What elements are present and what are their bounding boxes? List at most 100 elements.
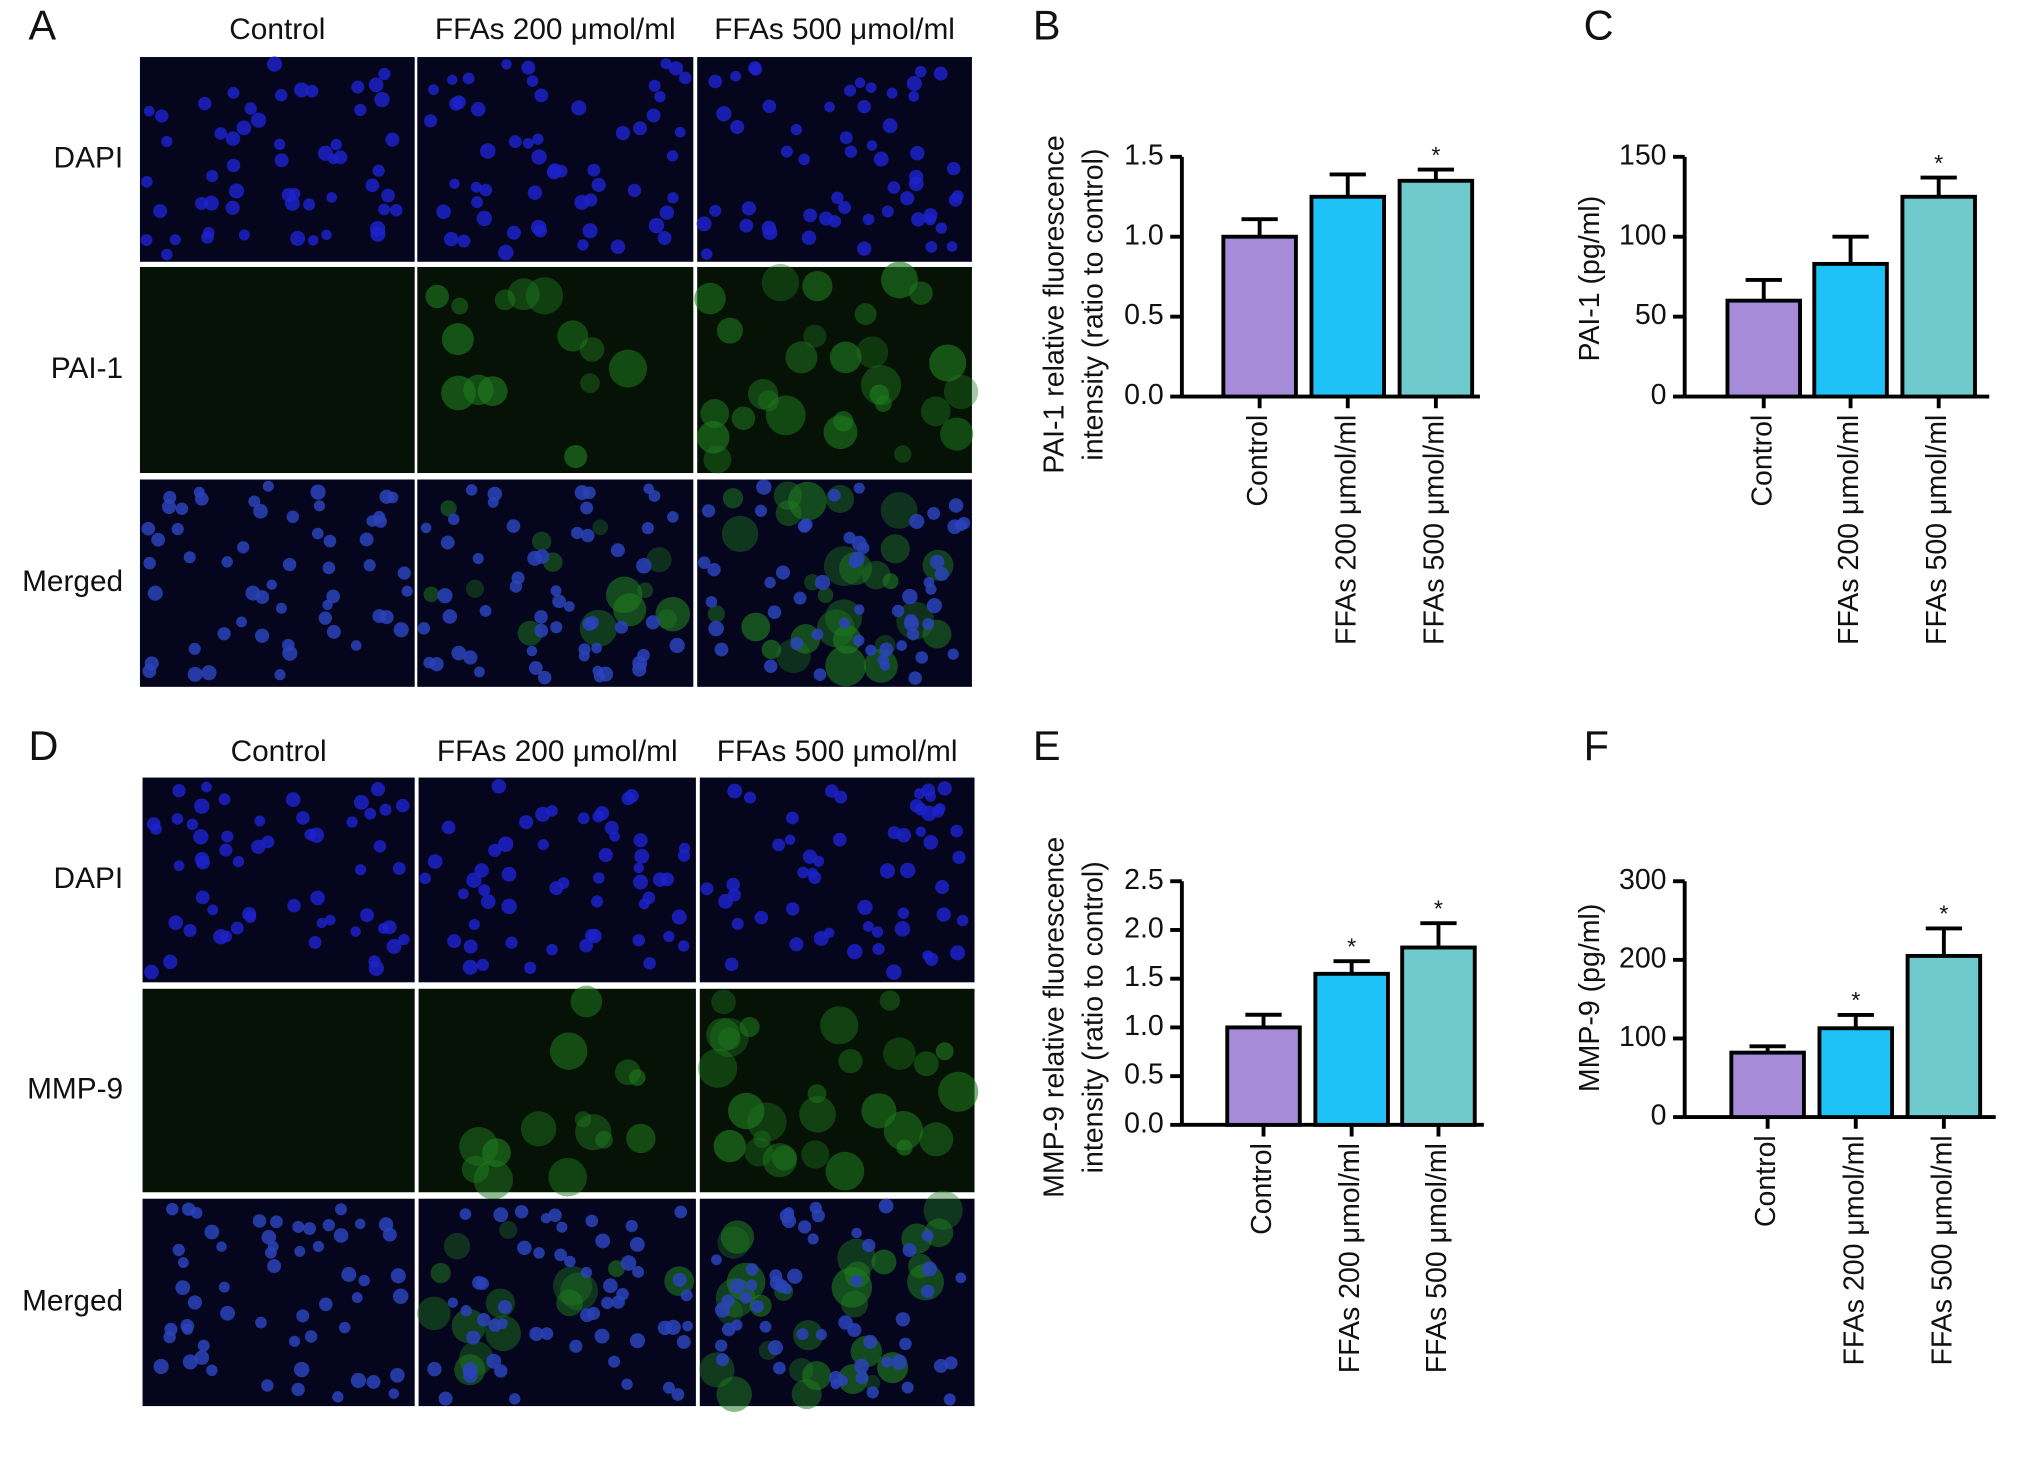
nucleus — [844, 145, 858, 158]
column-header: FFAs 500 μmol/ml — [714, 13, 955, 46]
bar — [1812, 261, 1889, 399]
nucleus — [378, 67, 391, 81]
nucleus — [866, 140, 878, 151]
cell-stain — [861, 1093, 897, 1129]
nucleus — [334, 1203, 348, 1216]
cell-stain — [856, 336, 889, 369]
cell-stain — [709, 1017, 749, 1057]
nucleus — [447, 1297, 459, 1308]
x-tick-label: FFAs 200 μmol/ml — [1833, 415, 1865, 645]
micrograph-bg — [697, 57, 972, 262]
nucleus — [390, 1268, 406, 1284]
nucleus — [207, 904, 219, 916]
nucleus — [183, 923, 197, 938]
y-axis-label: MMP-9 relative fluorescence — [1039, 837, 1071, 1198]
nucleus — [171, 813, 184, 825]
cell-stain — [773, 481, 803, 510]
cell-stain — [829, 341, 862, 374]
nucleus — [393, 622, 409, 638]
nucleus — [825, 784, 839, 798]
nucleus — [926, 598, 943, 614]
y-tick-label: 150 — [1619, 139, 1667, 171]
nucleus — [641, 522, 655, 535]
bar — [1397, 178, 1475, 399]
cell-stain — [440, 500, 457, 517]
nucleus — [663, 930, 675, 943]
micrograph — [697, 479, 972, 687]
y-axis-label: MMP-9 (pg/ml) — [1574, 904, 1606, 1092]
nucleus — [625, 1219, 638, 1233]
nucleus — [198, 96, 212, 111]
nucleus — [227, 86, 240, 99]
cell-stain — [799, 1096, 836, 1133]
cell-stain — [608, 1260, 625, 1278]
nucleus — [535, 806, 551, 822]
nucleus — [397, 566, 411, 580]
cell-stain — [801, 1140, 830, 1169]
x-tick-label: FFAs 200 μmol/ml — [1334, 1143, 1366, 1373]
micrograph — [418, 777, 696, 983]
nucleus — [666, 150, 679, 162]
nucleus — [183, 551, 196, 564]
nucleus — [201, 781, 212, 793]
nucleus — [248, 495, 261, 508]
nucleus — [948, 498, 964, 513]
cell-stain — [720, 1220, 755, 1254]
significance-mark: * — [1347, 933, 1356, 959]
nucleus — [701, 504, 716, 518]
nucleus — [744, 791, 757, 804]
nucleus — [372, 164, 385, 177]
bar — [1400, 945, 1477, 1127]
nucleus — [674, 126, 686, 138]
nucleus — [236, 616, 247, 628]
nucleus — [854, 1358, 870, 1374]
nucleus — [501, 898, 517, 915]
nucleus — [326, 624, 341, 639]
nucleus — [524, 961, 537, 975]
nucleus — [479, 604, 492, 617]
x-tick-label: Control — [1750, 1135, 1782, 1227]
nucleus — [228, 183, 245, 199]
nucleus — [366, 1374, 381, 1389]
nucleus — [580, 528, 595, 543]
nucleus — [593, 872, 605, 884]
cell-stain — [626, 1123, 656, 1154]
nucleus — [784, 834, 796, 845]
nucleus — [595, 806, 610, 821]
nucleus — [312, 1240, 325, 1252]
cell-stain — [825, 1151, 865, 1191]
nucleus — [206, 169, 219, 183]
cell-stain — [570, 985, 603, 1018]
cell-stain — [881, 261, 918, 299]
nucleus — [197, 1339, 210, 1352]
nucleus — [615, 125, 631, 141]
nucleus — [672, 1272, 687, 1287]
nucleus — [909, 798, 924, 813]
nucleus — [438, 1391, 453, 1406]
nucleus — [162, 499, 177, 515]
nucleus — [696, 216, 712, 232]
nucleus — [950, 945, 966, 961]
nucleus — [552, 594, 566, 609]
row-label: Merged — [22, 1284, 123, 1317]
cell-stain — [549, 1032, 588, 1070]
micrograph-bg — [139, 266, 415, 474]
nucleus — [175, 1280, 191, 1296]
nucleus — [143, 105, 155, 117]
nucleus — [318, 611, 332, 625]
nucleus — [947, 648, 959, 660]
cell-stain — [807, 1084, 827, 1104]
panel-letter: D — [29, 722, 59, 769]
row-label: DAPI — [54, 862, 124, 895]
nucleus — [522, 138, 534, 149]
nucleus — [323, 534, 337, 548]
y-tick-label: 2.5 — [1124, 864, 1164, 896]
nucleus — [202, 226, 215, 239]
cell-stain — [820, 1006, 859, 1045]
nucleus — [172, 1243, 185, 1257]
nucleus — [322, 599, 333, 611]
panel-letter: B — [1033, 1, 1061, 48]
nucleus — [441, 820, 456, 835]
y-axis-label: PAI-1 (pg/ml) — [1574, 196, 1606, 362]
nucleus — [578, 650, 590, 662]
